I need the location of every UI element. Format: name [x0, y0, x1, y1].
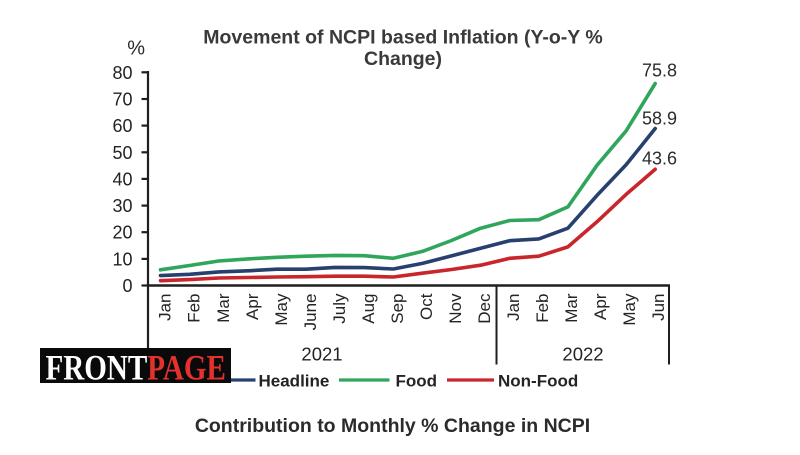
svg-text:Aug: Aug	[359, 294, 378, 324]
svg-text:20: 20	[112, 223, 132, 243]
svg-text:43.6: 43.6	[642, 149, 677, 169]
svg-text:Feb: Feb	[533, 294, 552, 323]
svg-text:75.8: 75.8	[642, 61, 677, 81]
svg-text:50: 50	[112, 143, 132, 163]
svg-text:0: 0	[122, 276, 132, 296]
svg-text:Headline: Headline	[259, 372, 330, 391]
svg-text:10: 10	[112, 249, 132, 269]
svg-text:Movement of NCPI based Inflati: Movement of NCPI based Inflation (Y-o-Y …	[203, 27, 602, 49]
svg-text:Dec: Dec	[475, 293, 494, 324]
svg-text:July: July	[330, 293, 349, 324]
svg-text:Change): Change)	[364, 48, 442, 70]
svg-text:58.9: 58.9	[642, 109, 677, 129]
svg-text:Apr: Apr	[591, 293, 610, 320]
svg-text:May: May	[272, 293, 291, 326]
svg-text:Feb: Feb	[185, 294, 204, 323]
svg-text:Jan: Jan	[156, 294, 175, 321]
svg-text:70: 70	[112, 90, 132, 110]
svg-text:Oct: Oct	[417, 293, 436, 320]
svg-text:Contribution to Monthly % Chan: Contribution to Monthly % Change in NCPI	[195, 415, 590, 437]
svg-text:Mar: Mar	[562, 293, 581, 323]
svg-text:June: June	[301, 294, 320, 331]
svg-text:Nov: Nov	[446, 293, 465, 324]
svg-text:May: May	[620, 293, 639, 326]
svg-text:60: 60	[112, 116, 132, 136]
svg-text:Jan: Jan	[504, 294, 523, 321]
svg-text:Apr: Apr	[243, 293, 262, 320]
svg-text:Sep: Sep	[388, 294, 407, 324]
svg-text:30: 30	[112, 196, 132, 216]
svg-text:Mar: Mar	[214, 293, 233, 323]
svg-text:%: %	[127, 38, 145, 60]
svg-text:Non-Food: Non-Food	[498, 372, 578, 391]
svg-text:40: 40	[112, 169, 132, 189]
svg-text:80: 80	[112, 63, 132, 83]
svg-text:Jun: Jun	[649, 294, 668, 321]
svg-text:Food: Food	[396, 372, 438, 391]
svg-text:2021: 2021	[301, 344, 342, 365]
svg-text:2022: 2022	[562, 344, 603, 365]
